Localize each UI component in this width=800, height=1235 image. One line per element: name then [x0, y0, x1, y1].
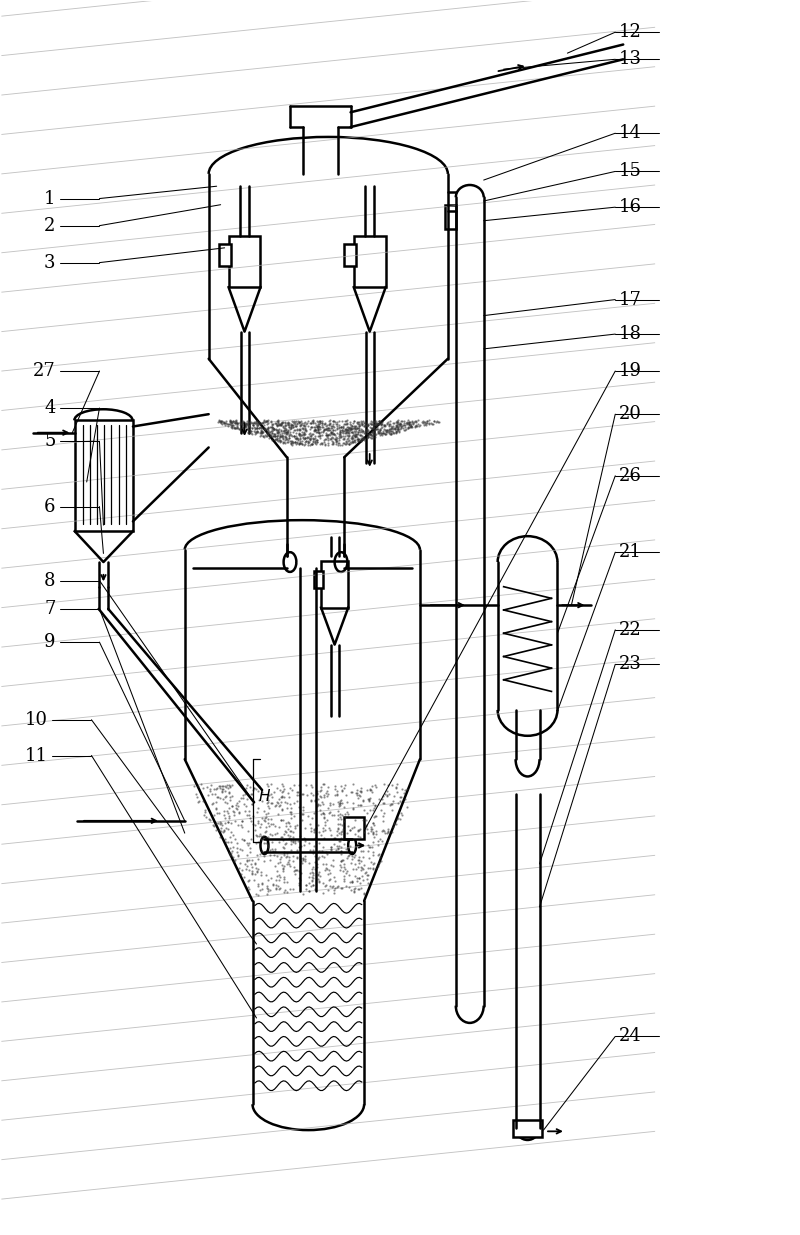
Text: H: H [258, 789, 270, 804]
Bar [321, 561, 348, 608]
Bar [229, 236, 261, 288]
Bar [344, 245, 356, 267]
Bar [344, 818, 364, 840]
Bar [354, 236, 386, 288]
Bar [219, 245, 231, 267]
Text: 16: 16 [619, 198, 642, 216]
Text: 27: 27 [33, 362, 55, 380]
Text: 23: 23 [619, 656, 642, 673]
Text: 21: 21 [619, 543, 642, 561]
Text: 5: 5 [44, 432, 55, 451]
Bar [74, 420, 133, 531]
Text: 22: 22 [619, 621, 642, 638]
Text: 17: 17 [619, 290, 642, 309]
Text: 18: 18 [619, 325, 642, 343]
Text: 2: 2 [44, 216, 55, 235]
Text: 7: 7 [44, 600, 55, 618]
Text: 11: 11 [25, 746, 48, 764]
Text: 3: 3 [44, 253, 55, 272]
Text: 13: 13 [619, 51, 642, 68]
Text: 15: 15 [619, 163, 642, 180]
Text: 8: 8 [44, 572, 55, 589]
Text: 26: 26 [619, 467, 642, 485]
Text: 12: 12 [619, 23, 642, 41]
Text: 4: 4 [44, 399, 55, 417]
Text: 24: 24 [619, 1028, 642, 1046]
Text: 6: 6 [44, 498, 55, 515]
Bar [314, 571, 323, 588]
Text: 20: 20 [619, 405, 642, 424]
Bar [445, 205, 456, 230]
Text: 9: 9 [44, 634, 55, 651]
Text: 1: 1 [44, 189, 55, 207]
Bar [514, 1120, 542, 1137]
Text: 10: 10 [25, 711, 48, 729]
Text: 14: 14 [619, 125, 642, 142]
Text: 19: 19 [619, 362, 642, 380]
